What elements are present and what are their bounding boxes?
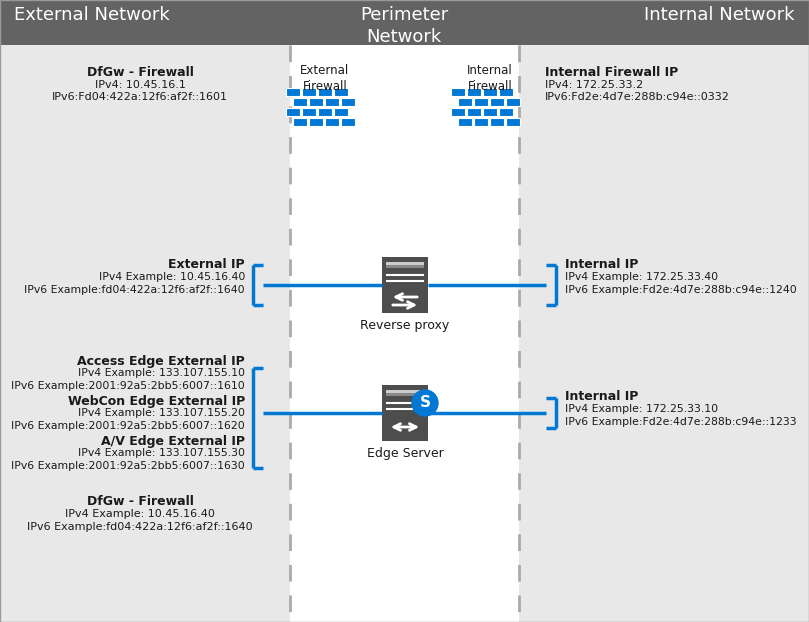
Bar	[386, 262, 424, 265]
Bar	[325, 118, 339, 126]
Text: Internal IP: Internal IP	[565, 258, 638, 271]
Bar	[386, 262, 424, 268]
Bar	[506, 98, 520, 106]
Bar	[467, 88, 481, 96]
Bar	[499, 108, 513, 116]
Bar	[286, 108, 300, 116]
Text: Edge Server: Edge Server	[366, 447, 443, 460]
Circle shape	[412, 390, 438, 416]
Bar	[341, 118, 355, 126]
Text: Internal
Firewall: Internal Firewall	[467, 64, 513, 93]
Bar	[474, 118, 488, 126]
Text: IPv4 Example: 172.25.33.40: IPv4 Example: 172.25.33.40	[565, 272, 718, 282]
Bar	[458, 98, 472, 106]
Text: IPv6 Example:2001:92a5:2bb5:6007::1630: IPv6 Example:2001:92a5:2bb5:6007::1630	[11, 461, 245, 471]
Text: DfGw - Firewall: DfGw - Firewall	[87, 66, 193, 79]
Text: IPv4 Example: 133.107.155.30: IPv4 Example: 133.107.155.30	[78, 448, 245, 458]
Text: A/V Edge External IP: A/V Edge External IP	[101, 435, 245, 448]
Text: IPv6 Example:Fd2e:4d7e:288b:c94e::1233: IPv6 Example:Fd2e:4d7e:288b:c94e::1233	[565, 417, 797, 427]
Text: IPv4 Example: 10.45.16.40: IPv4 Example: 10.45.16.40	[65, 509, 215, 519]
Bar	[386, 390, 424, 396]
Bar	[467, 108, 481, 116]
Text: Access Edge External IP: Access Edge External IP	[77, 355, 245, 368]
Text: S: S	[420, 395, 430, 410]
Bar	[309, 118, 323, 126]
Bar	[0, 0, 809, 45]
Bar	[451, 108, 465, 116]
Bar	[309, 98, 323, 106]
Bar	[451, 88, 465, 96]
Text: DfGw - Firewall: DfGw - Firewall	[87, 495, 193, 508]
Bar	[286, 88, 300, 96]
Bar	[490, 98, 504, 106]
Text: WebCon Edge External IP: WebCon Edge External IP	[68, 395, 245, 408]
Bar	[458, 118, 472, 126]
Bar	[302, 88, 316, 96]
Text: IPv6 Example:fd04:422a:12f6:af2f::1640: IPv6 Example:fd04:422a:12f6:af2f::1640	[28, 522, 252, 532]
Bar	[474, 98, 488, 106]
Text: IPv4 Example: 133.107.155.20: IPv4 Example: 133.107.155.20	[78, 408, 245, 418]
Bar	[386, 390, 424, 393]
Bar	[334, 108, 348, 116]
Text: IPv4 Example: 172.25.33.10: IPv4 Example: 172.25.33.10	[565, 404, 718, 414]
Bar	[290, 0, 519, 622]
Text: Internal Firewall IP: Internal Firewall IP	[545, 66, 678, 79]
Text: Reverse proxy: Reverse proxy	[360, 319, 450, 332]
Bar	[293, 118, 307, 126]
Bar	[490, 118, 504, 126]
Text: Internal IP: Internal IP	[565, 390, 638, 403]
Text: IPv6 Example:2001:92a5:2bb5:6007::1610: IPv6 Example:2001:92a5:2bb5:6007::1610	[11, 381, 245, 391]
Bar	[318, 88, 332, 96]
Text: IPv6 Example:2001:92a5:2bb5:6007::1620: IPv6 Example:2001:92a5:2bb5:6007::1620	[11, 421, 245, 431]
Text: IPv4 Example: 10.45.16.40: IPv4 Example: 10.45.16.40	[99, 272, 245, 282]
Text: Internal Network: Internal Network	[645, 6, 795, 24]
Bar	[341, 98, 355, 106]
Text: IPv6 Example:fd04:422a:12f6:af2f::1640: IPv6 Example:fd04:422a:12f6:af2f::1640	[24, 285, 245, 295]
Text: IPv4 Example: 133.107.155.10: IPv4 Example: 133.107.155.10	[78, 368, 245, 378]
Bar	[382, 385, 428, 441]
Bar	[318, 108, 332, 116]
Bar	[334, 88, 348, 96]
Text: IPv6:Fd2e:4d7e:288b:c94e::0332: IPv6:Fd2e:4d7e:288b:c94e::0332	[545, 92, 730, 102]
Bar	[302, 108, 316, 116]
Bar	[499, 88, 513, 96]
Bar	[506, 118, 520, 126]
Text: External
Firewall: External Firewall	[300, 64, 349, 93]
Text: IPv6:Fd04:422a:12f6:af2f::1601: IPv6:Fd04:422a:12f6:af2f::1601	[52, 92, 228, 102]
Text: IPv4: 10.45.16.1: IPv4: 10.45.16.1	[95, 80, 185, 90]
Bar	[325, 98, 339, 106]
Bar	[382, 257, 428, 313]
Bar	[293, 98, 307, 106]
Text: IPv6 Example:Fd2e:4d7e:288b:c94e::1240: IPv6 Example:Fd2e:4d7e:288b:c94e::1240	[565, 285, 797, 295]
Text: External Network: External Network	[14, 6, 170, 24]
Bar	[483, 88, 497, 96]
Text: IPv4: 172.25.33.2: IPv4: 172.25.33.2	[545, 80, 643, 90]
Bar	[483, 108, 497, 116]
Text: External IP: External IP	[168, 258, 245, 271]
Text: Perimeter
Network: Perimeter Network	[360, 6, 448, 46]
